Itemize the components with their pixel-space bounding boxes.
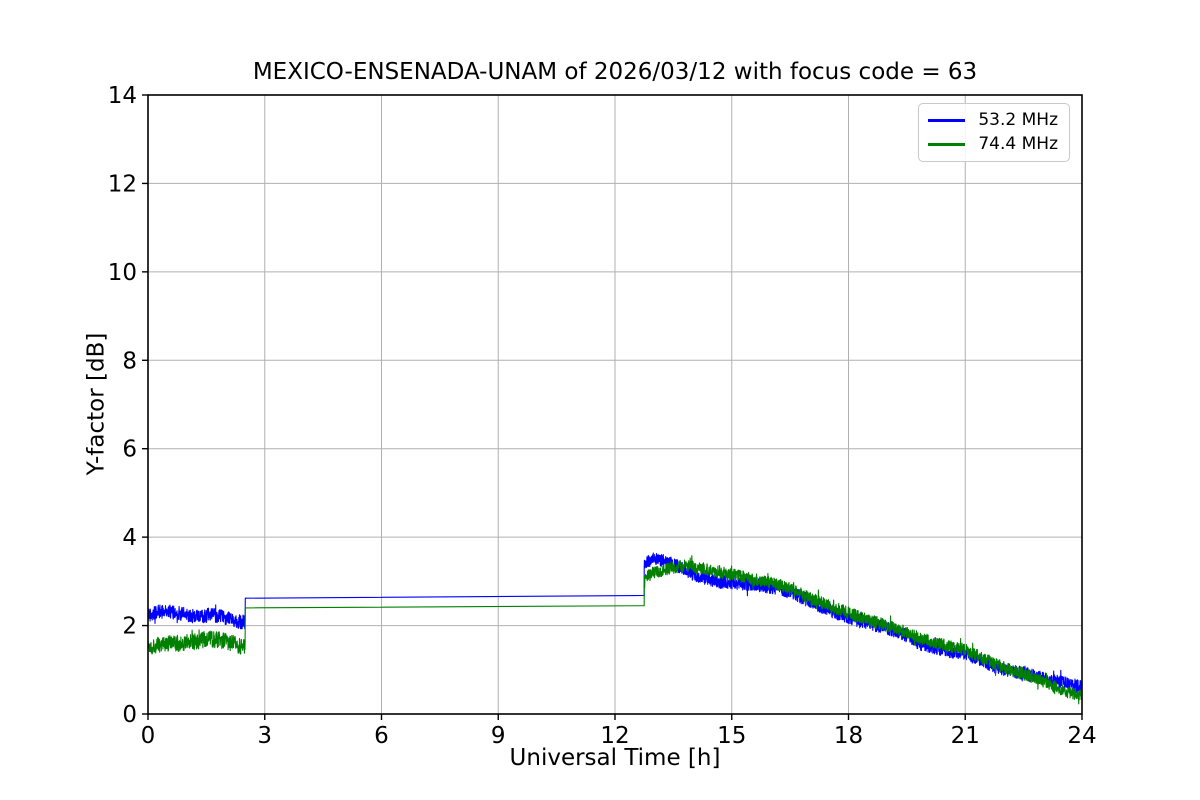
chart-title: MEXICO-ENSENADA-UNAM of 2026/03/12 with … [252, 59, 978, 85]
x-tick-label: 24 [1067, 723, 1096, 749]
y-tick-label: 14 [108, 83, 137, 109]
legend-label: 53.2 MHz [978, 110, 1058, 130]
y-tick-label: 4 [122, 525, 137, 551]
legend-label: 74.4 MHz [978, 134, 1058, 154]
legend-line-swatch-green [928, 143, 965, 146]
legend-item-74-4-mhz: 74.4 MHz [928, 136, 1058, 153]
y-tick-label: 12 [108, 171, 137, 197]
x-tick-label: 21 [951, 723, 980, 749]
y-tick-label: 2 [122, 614, 137, 640]
y-tick-label: 6 [122, 437, 137, 463]
legend: 53.2 MHz 74.4 MHz [918, 103, 1070, 162]
y-tick-label: 8 [122, 348, 137, 374]
x-tick-label: 6 [374, 723, 389, 749]
x-tick-label: 18 [834, 723, 863, 749]
x-tick-label: 9 [491, 723, 506, 749]
x-tick-label: 12 [600, 723, 629, 749]
x-tick-label: 15 [717, 723, 746, 749]
y-tick-label: 0 [122, 702, 137, 728]
y-axis-label: Y-factor [dB] [83, 332, 110, 476]
y-tick-label: 10 [108, 260, 137, 286]
x-tick-label: 0 [141, 723, 156, 749]
legend-line-swatch-blue [928, 119, 965, 122]
x-tick-label: 3 [257, 723, 272, 749]
x-axis-label: Universal Time [h] [509, 745, 721, 771]
legend-item-53-2-mhz: 53.2 MHz [928, 112, 1058, 129]
series-line-74-4-mhz [147, 555, 1083, 705]
